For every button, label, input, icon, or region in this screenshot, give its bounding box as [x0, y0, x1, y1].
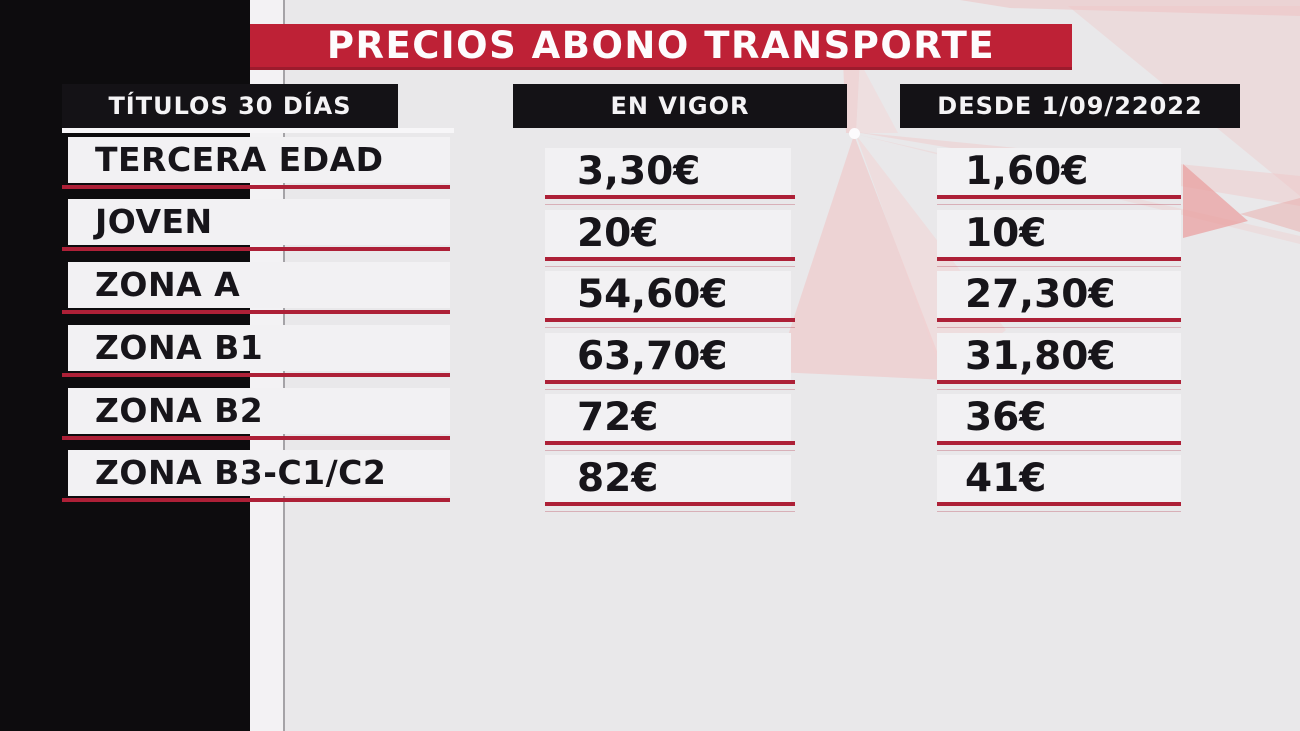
column-header-titulos-label: TÍTULOS 30 DÍAS	[108, 92, 352, 120]
row-label-underline	[62, 436, 450, 440]
row-label-strip	[68, 137, 450, 183]
price-strip-desde	[937, 394, 1181, 441]
column-header-en-vigor: EN VIGOR	[513, 84, 847, 128]
price-underline-en-vigor	[545, 195, 795, 205]
price-desde: 10€	[965, 211, 1047, 256]
row-label-underline	[62, 373, 450, 377]
price-underline-desde	[937, 318, 1181, 328]
price-desde: 41€	[965, 456, 1047, 501]
price-strip-en-vigor	[545, 455, 791, 502]
row-label-strip	[68, 450, 450, 496]
price-en-vigor: 63,70€	[577, 334, 728, 379]
price-strip-desde	[937, 455, 1181, 502]
row-label-strip	[68, 199, 450, 245]
price-strip-en-vigor	[545, 210, 791, 257]
price-underline-en-vigor	[545, 502, 795, 512]
title-banner: PRECIOS ABONO TRANSPORTE	[250, 24, 1072, 70]
column-header-desde-label: DESDE 1/09/22022	[937, 92, 1203, 120]
row-label-underline	[62, 247, 450, 251]
row-label: ZONA B2	[95, 391, 264, 430]
row-label-strip	[68, 388, 450, 434]
price-desde: 27,30€	[965, 272, 1116, 317]
price-desde: 31,80€	[965, 334, 1116, 379]
row-label-underline	[62, 498, 450, 502]
price-strip-en-vigor	[545, 271, 791, 318]
price-strip-en-vigor	[545, 394, 791, 441]
column-header-titulos: TÍTULOS 30 DÍAS	[62, 84, 398, 128]
price-en-vigor: 20€	[577, 211, 659, 256]
price-en-vigor: 54,60€	[577, 272, 728, 317]
row-label: ZONA A	[95, 265, 241, 304]
column-header-en-vigor-label: EN VIGOR	[610, 92, 750, 120]
row-label-strip	[68, 262, 450, 308]
price-en-vigor: 72€	[577, 395, 659, 440]
price-desde: 36€	[965, 395, 1047, 440]
price-underline-desde	[937, 380, 1181, 390]
titulos-header-underline	[62, 128, 454, 133]
row-label-underline	[62, 310, 450, 314]
price-underline-en-vigor	[545, 257, 795, 267]
page-title: PRECIOS ABONO TRANSPORTE	[326, 24, 996, 67]
row-label-strip	[68, 325, 450, 371]
price-desde: 1,60€	[965, 149, 1089, 194]
price-en-vigor: 3,30€	[577, 149, 701, 194]
price-underline-desde	[937, 195, 1181, 205]
price-underline-desde	[937, 257, 1181, 267]
price-underline-en-vigor	[545, 441, 795, 451]
row-label-underline	[62, 185, 450, 189]
price-underline-en-vigor	[545, 318, 795, 328]
row-label: ZONA B1	[95, 328, 264, 367]
price-strip-en-vigor	[545, 333, 791, 380]
price-en-vigor: 82€	[577, 456, 659, 501]
column-header-desde: DESDE 1/09/22022	[900, 84, 1240, 128]
row-label: ZONA B3-C1/C2	[95, 453, 387, 492]
row-label: JOVEN	[95, 202, 213, 241]
price-strip-en-vigor	[545, 148, 791, 195]
price-underline-en-vigor	[545, 380, 795, 390]
price-underline-desde	[937, 441, 1181, 451]
price-underline-desde	[937, 502, 1181, 512]
row-label: TERCERA EDAD	[95, 140, 384, 179]
